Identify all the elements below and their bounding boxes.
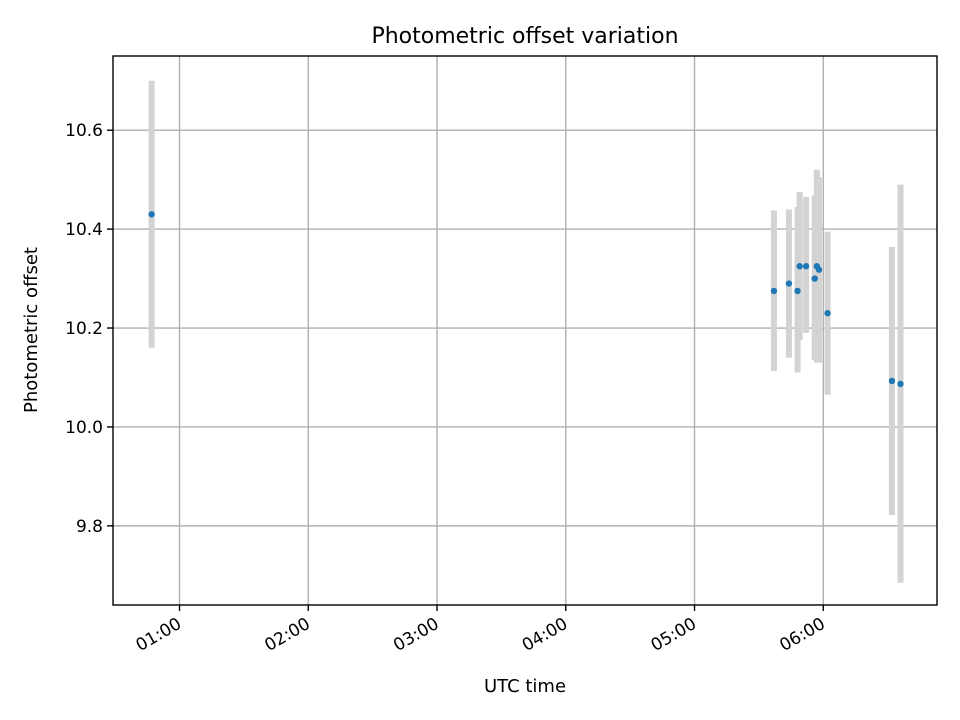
y-axis-label: Photometric offset: [21, 247, 42, 413]
x-tick-label: 04:00: [519, 614, 571, 656]
y-tick-label: 10.2: [65, 319, 103, 339]
x-tick-label: 05:00: [648, 614, 700, 656]
x-axis-label: UTC time: [484, 676, 566, 697]
x-tick-label: 06:00: [776, 614, 828, 656]
error-bars: [148, 80, 904, 583]
data-point: [802, 263, 810, 270]
y-tick-label: 10.4: [65, 220, 103, 240]
data-point: [815, 266, 823, 273]
x-tick-label: 01:00: [133, 614, 185, 656]
chart-title: Photometric offset variation: [371, 24, 678, 49]
plot-frame: [112, 55, 938, 606]
y-tick-label: 10.6: [65, 121, 103, 141]
data-point: [785, 280, 793, 287]
data-point: [148, 211, 155, 218]
data-point: [794, 287, 801, 295]
data-points: [148, 211, 904, 388]
data-point: [796, 263, 803, 270]
y-tick-label: 10.0: [65, 418, 103, 438]
data-point: [811, 275, 818, 282]
data-point: [824, 309, 831, 317]
data-point: [770, 287, 778, 295]
data-point: [888, 377, 896, 385]
x-tick-label: 03:00: [390, 614, 442, 656]
x-tick-label: 02:00: [261, 614, 313, 656]
data-point: [897, 380, 904, 388]
y-tick-label: 9.8: [76, 517, 103, 537]
